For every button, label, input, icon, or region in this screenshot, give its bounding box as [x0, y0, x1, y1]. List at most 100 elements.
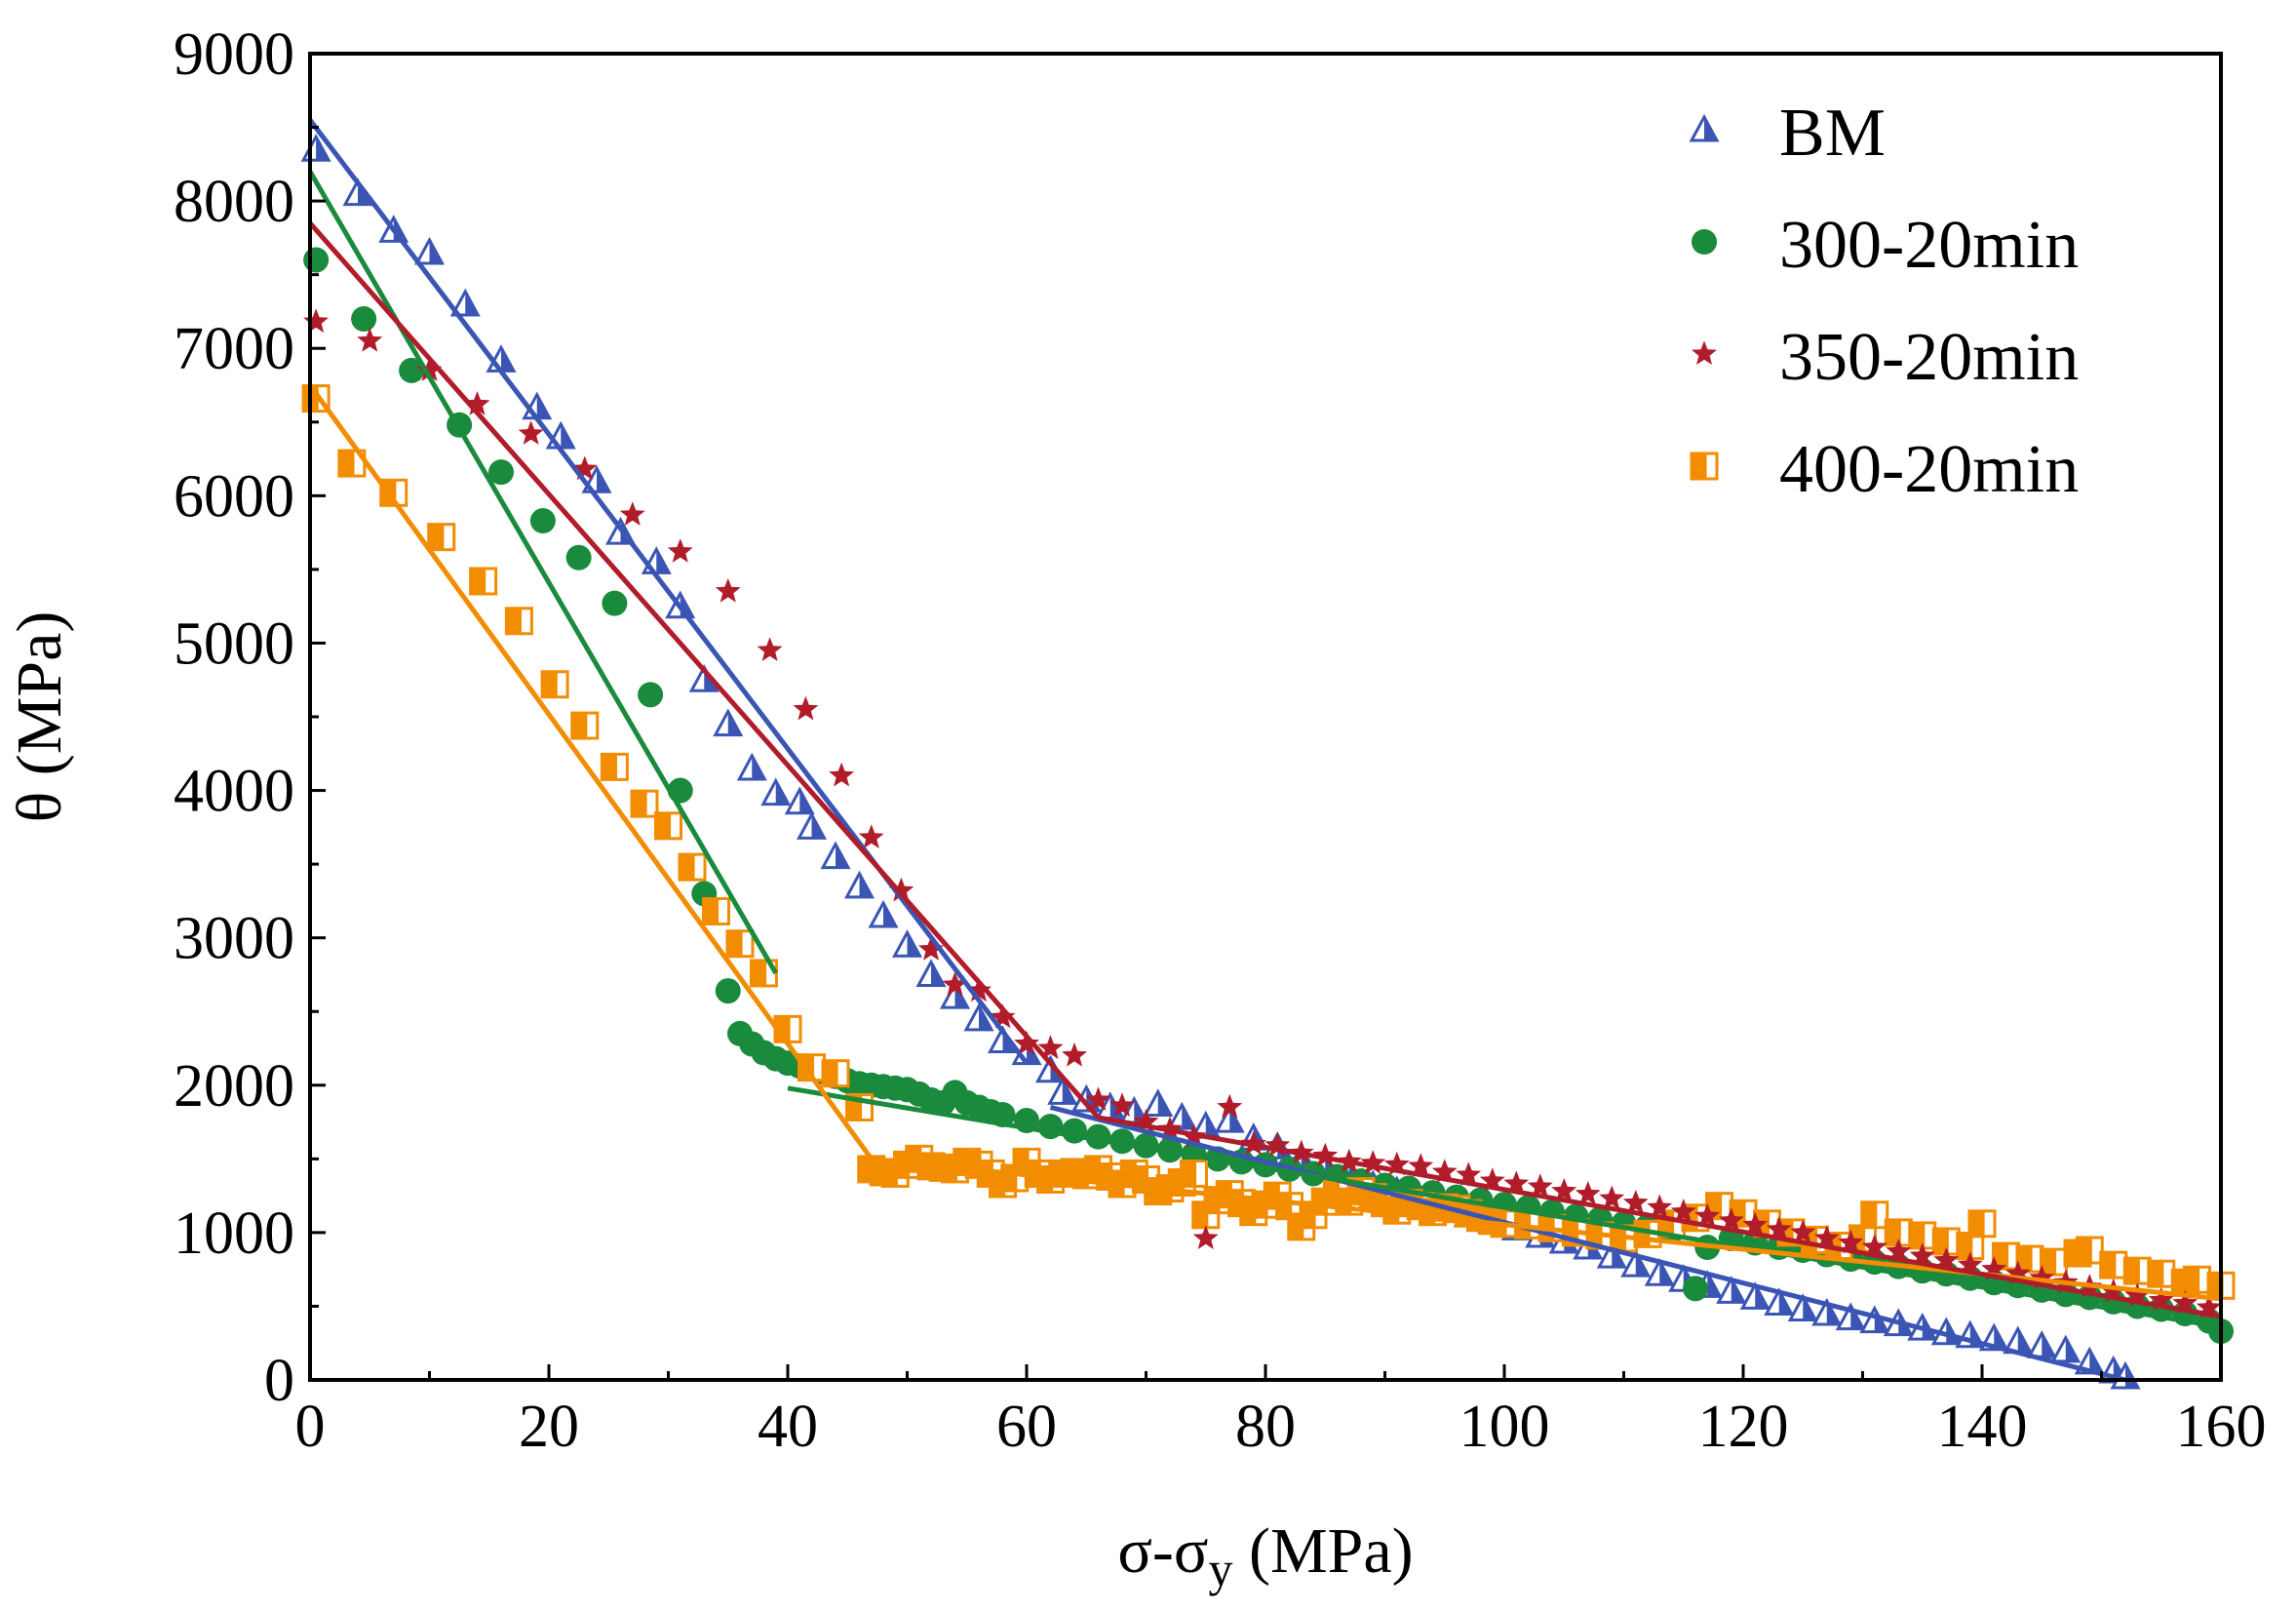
- series-400-20min-point: [2075, 1236, 2104, 1265]
- series-350-20min-point: [1551, 1177, 1577, 1202]
- x-axis-title-unit: (MPa): [1232, 1515, 1413, 1587]
- series-350-20min-point: [1383, 1151, 1410, 1176]
- series-350-20min-point: [1456, 1161, 1482, 1186]
- series-350-20min-point: [888, 877, 915, 902]
- x-axis-title-main: σ-σ: [1117, 1515, 1208, 1587]
- series-bm-point: [915, 959, 947, 987]
- series-350-20min-point: [1192, 1225, 1219, 1249]
- legend-300-20min: 300-20min: [1692, 208, 2079, 283]
- legend-350-20min: 350-20min: [1692, 320, 2079, 395]
- series-bm-point: [449, 288, 481, 317]
- series-bm-point: [1214, 1104, 1245, 1133]
- series-bm-point: [760, 777, 792, 806]
- series-bm-point: [1143, 1088, 1174, 1117]
- series-300-20min-point: [399, 357, 425, 383]
- series-350-20min-point: [1360, 1150, 1386, 1174]
- y-tick-label: 1000: [174, 1200, 294, 1267]
- series-350-20min-point: [1431, 1159, 1458, 1183]
- series-400-20min-point: [337, 449, 367, 478]
- legend-300-20min-label: 300-20min: [1779, 208, 2079, 283]
- series-bm-point: [713, 708, 744, 737]
- series-350-20min-point: [1670, 1199, 1696, 1223]
- series-350-20min-point: [1503, 1170, 1530, 1196]
- series-400-20min-point: [427, 523, 456, 552]
- series-400-20min-point: [1967, 1209, 1997, 1239]
- series-300-20min-point: [351, 306, 377, 332]
- series-bm-point: [1764, 1287, 1795, 1316]
- legend-350-20min-label: 350-20min: [1779, 320, 2079, 395]
- series-350-20min-point: [1062, 1042, 1087, 1067]
- series-350-20min-point: [619, 501, 645, 526]
- series-bm-point: [1047, 1077, 1078, 1105]
- series-300-20min-fit-line: [787, 1085, 2222, 1330]
- series-300-20min-fit-line: [307, 170, 778, 975]
- series-350-20min-fit-line: [308, 221, 1101, 1120]
- series-bm-point: [1644, 1258, 1675, 1286]
- series-bm-point: [1716, 1276, 1747, 1304]
- x-tick-label: 120: [1698, 1394, 1789, 1460]
- series-350-20min-point: [667, 538, 693, 563]
- series-350-20min-point: [1479, 1167, 1505, 1192]
- series-350-20min-point: [1718, 1207, 1744, 1232]
- series-300-20min-point: [303, 247, 330, 273]
- series-400-20min-point: [725, 929, 755, 959]
- series-350-20min-point: [1575, 1180, 1601, 1205]
- series-bm-point: [868, 899, 899, 928]
- series-350-20min-point: [1694, 1202, 1721, 1228]
- y-tick-label: 7000: [174, 316, 294, 382]
- y-tick-label: 0: [264, 1348, 294, 1414]
- series-400-20min-point: [1992, 1241, 2020, 1271]
- series-400-20min-point: [2183, 1265, 2211, 1294]
- series-400-20min-point: [2099, 1250, 2128, 1279]
- x-tick-label: 0: [295, 1394, 326, 1460]
- series-350-20min-point: [1933, 1246, 1960, 1272]
- series-350-20min-point: [1861, 1234, 1887, 1258]
- series-350-20min-point: [571, 455, 598, 481]
- series-400-20min-point: [600, 752, 629, 781]
- series-350-20min-fit-line: [1098, 1115, 2222, 1319]
- x-tick-label: 60: [996, 1394, 1057, 1460]
- x-tick-label: 160: [2176, 1394, 2267, 1460]
- series-350-20min-point: [1312, 1142, 1339, 1167]
- series-400-20min-point: [469, 567, 498, 596]
- series-350-20min-point: [1957, 1251, 1983, 1277]
- series-350-20min-point: [303, 308, 330, 334]
- series-300-20min-point: [1683, 1276, 1708, 1302]
- series-350-20min-point: [1014, 1030, 1039, 1055]
- legend-400-20min: 400-20min: [1690, 432, 2079, 507]
- y-axis-title: θ (MPa): [4, 611, 75, 823]
- series-350-20min-point: [715, 577, 741, 603]
- legend-bm-label: BM: [1779, 96, 1886, 171]
- x-axis-title-subscript: y: [1208, 1542, 1232, 1596]
- series-400-20min-point: [2147, 1259, 2176, 1288]
- series-bm-point: [1787, 1293, 1818, 1322]
- series-bm-point: [2026, 1330, 2057, 1358]
- y-tick-label: 2000: [174, 1053, 294, 1120]
- series-bm-point: [1811, 1297, 1843, 1326]
- series-400-20min-point: [750, 959, 778, 988]
- series-400-20min-point: [504, 607, 533, 636]
- series-350-20min-point: [829, 762, 855, 787]
- series-350-20min-point: [990, 1003, 1016, 1029]
- series-300-20min-point: [529, 508, 556, 534]
- series-bm-point: [1166, 1101, 1197, 1130]
- series-bm-point: [939, 980, 971, 1009]
- series-350-20min-point: [1647, 1194, 1673, 1219]
- y-tick-label: 5000: [174, 610, 294, 677]
- series-350-20min-point: [1037, 1035, 1064, 1059]
- series-bm-fit-line: [1049, 1105, 2126, 1383]
- x-tick-label: 100: [1459, 1394, 1550, 1460]
- series-bm-point: [2050, 1334, 2082, 1363]
- series-350-20min-point: [2196, 1294, 2222, 1318]
- legend-400-20min-point: [1690, 452, 1719, 481]
- series-400-20min-point: [570, 711, 600, 740]
- series-300-20min-point: [602, 590, 628, 616]
- y-tick-label: 9000: [174, 21, 294, 88]
- series-bm-point: [796, 811, 828, 840]
- series-350-20min-point: [1742, 1211, 1769, 1237]
- series-bm-point: [963, 1003, 994, 1032]
- series-350-20min-point: [416, 357, 443, 381]
- series-350-20min-point: [1838, 1229, 1864, 1254]
- series-350-20min-point: [858, 824, 884, 848]
- series-400-20min-point: [2040, 1247, 2068, 1277]
